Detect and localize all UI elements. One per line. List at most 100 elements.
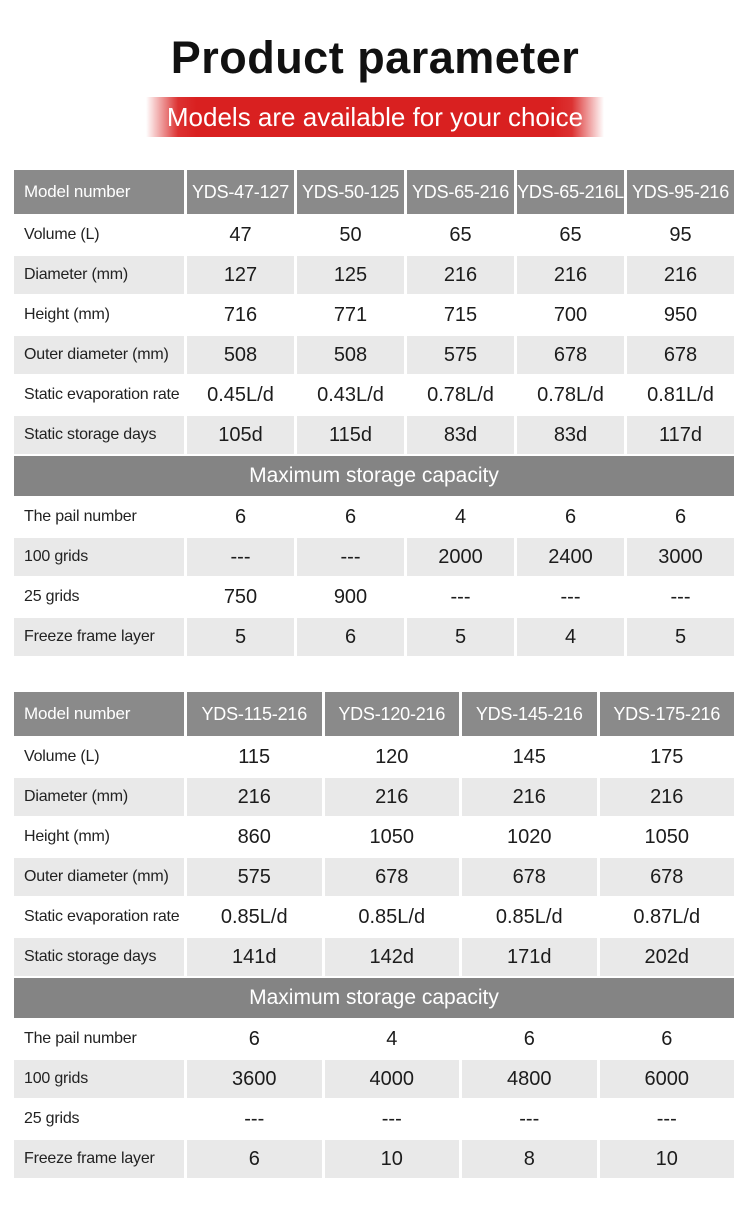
spec-value: 0.85L/d xyxy=(220,905,288,928)
spec-value: 1020 xyxy=(507,825,552,848)
model-number-header: Model number xyxy=(14,170,184,214)
capacity-value: 8 xyxy=(462,1140,597,1178)
page: Product parameter Models are available f… xyxy=(0,32,750,1178)
capacity-value: 4 xyxy=(517,618,624,656)
spec-value: 216 xyxy=(462,778,597,816)
spec-value: 678 xyxy=(462,858,597,896)
spec-value: 0.78L/d xyxy=(427,383,494,406)
capacity-value: 2000 xyxy=(407,538,514,576)
capacity-value: 4 xyxy=(454,505,467,528)
capacity-row-label: 100 grids xyxy=(14,538,184,576)
capacity-value: 5 xyxy=(627,618,734,656)
spec-value: 141d xyxy=(187,938,322,976)
spec-value: 117d xyxy=(627,416,734,454)
spec-value: 83d xyxy=(517,416,624,454)
tables-container: Model number YDS-47-127 YDS-50-125 YDS-65-2… xyxy=(0,170,750,1178)
model-name-header: YDS-95-216 xyxy=(627,170,734,214)
capacity-value: --- xyxy=(670,585,691,608)
capacity-row-label: 25 grids xyxy=(24,588,80,605)
section-banner: Maximum storage capacity xyxy=(14,978,734,1018)
spec-value: 47 xyxy=(229,223,252,246)
spec-value: 105d xyxy=(187,416,294,454)
spec-value: 0.85L/d xyxy=(358,905,426,928)
spec-value: 508 xyxy=(297,336,404,374)
spec-value: 216 xyxy=(627,256,734,294)
spec-value: 771 xyxy=(333,303,368,326)
spec-value: 171d xyxy=(462,938,597,976)
model-number-header: Model number xyxy=(14,692,184,736)
spec-row-label: Static evaporation rate xyxy=(24,908,180,925)
capacity-row-label: 25 grids xyxy=(24,1110,80,1127)
model-name-header: YDS-47-127 xyxy=(187,170,294,214)
spec-row-label: Static storage days xyxy=(14,938,184,976)
spec-value: 125 xyxy=(297,256,404,294)
capacity-value: --- xyxy=(560,585,581,608)
model-name-header: YDS-145-216 xyxy=(462,692,597,736)
spec-value: 216 xyxy=(517,256,624,294)
spec-table-1: Model number YDS-47-127 YDS-50-125 YDS-65-2… xyxy=(14,170,734,656)
capacity-value: --- xyxy=(187,538,294,576)
spec-value: 65 xyxy=(559,223,582,246)
capacity-value: 6 xyxy=(674,505,687,528)
spec-value: 700 xyxy=(553,303,588,326)
spec-value: 0.87L/d xyxy=(633,905,701,928)
capacity-value: 10 xyxy=(324,1140,459,1178)
capacity-value: 4000 xyxy=(324,1060,459,1098)
capacity-value: 6 xyxy=(661,1027,673,1050)
capacity-row-label: The pail number xyxy=(24,1030,137,1047)
model-name-header: YDS-65-216 xyxy=(407,170,514,214)
capacity-value: 6 xyxy=(187,1140,322,1178)
capacity-value: 3000 xyxy=(627,538,734,576)
capacity-value: --- xyxy=(656,1107,677,1130)
capacity-value: --- xyxy=(244,1107,265,1130)
spec-value: 860 xyxy=(237,825,271,848)
model-name-header: YDS-65-216L xyxy=(517,170,624,214)
capacity-row-label: The pail number xyxy=(24,508,137,525)
spec-value: 115d xyxy=(297,416,404,454)
spec-value: 115 xyxy=(238,745,271,768)
spec-value: 678 xyxy=(627,336,734,374)
spec-row-label: Volume (L) xyxy=(24,226,100,243)
spec-value: 216 xyxy=(187,778,322,816)
spec-value: 175 xyxy=(650,745,684,768)
capacity-value: 5 xyxy=(187,618,294,656)
spec-value: 216 xyxy=(324,778,459,816)
spec-value: 678 xyxy=(599,858,734,896)
spec-value: 716 xyxy=(223,303,258,326)
model-name-header: YDS-175-216 xyxy=(599,692,734,736)
spec-row-label: Static evaporation rate xyxy=(24,386,180,403)
spec-value: 1050 xyxy=(369,825,415,848)
section-banner: Maximum storage capacity xyxy=(14,456,734,496)
capacity-value: 6 xyxy=(248,1027,260,1050)
spec-value: 678 xyxy=(324,858,459,896)
spec-value: 0.78L/d xyxy=(537,383,604,406)
spec-row-label: Height (mm) xyxy=(24,306,110,323)
spec-row-label: Outer diameter (mm) xyxy=(14,336,184,374)
capacity-value: 6 xyxy=(234,505,247,528)
page-title: Product parameter xyxy=(170,32,580,83)
capacity-value: --- xyxy=(519,1107,540,1130)
subtitle-banner: Models are available for your choice xyxy=(146,97,604,137)
capacity-value: 5 xyxy=(407,618,514,656)
spec-row-label: Static storage days xyxy=(14,416,184,454)
spec-value: 508 xyxy=(187,336,294,374)
model-name-header: YDS-50-125 xyxy=(297,170,404,214)
spec-value: 95 xyxy=(669,223,692,246)
capacity-row-label: Freeze frame layer xyxy=(14,1140,184,1178)
capacity-row-label: Freeze frame layer xyxy=(14,618,184,656)
spec-value: 216 xyxy=(407,256,514,294)
spec-value: 0.85L/d xyxy=(495,905,563,928)
capacity-value: 4800 xyxy=(462,1060,597,1098)
capacity-row-label: 100 grids xyxy=(14,1060,184,1098)
spec-value: 83d xyxy=(407,416,514,454)
spec-value: 0.45L/d xyxy=(207,383,274,406)
spec-table-2: Model number YDS-115-216 YDS-120-216 YDS-14… xyxy=(14,692,734,1178)
capacity-value: 6 xyxy=(564,505,577,528)
spec-row-label: Outer diameter (mm) xyxy=(14,858,184,896)
capacity-value: --- xyxy=(450,585,471,608)
spec-value: 145 xyxy=(512,745,546,768)
spec-value: 142d xyxy=(324,938,459,976)
spec-value: 127 xyxy=(187,256,294,294)
capacity-value: 3600 xyxy=(187,1060,322,1098)
capacity-value: 750 xyxy=(223,585,258,608)
